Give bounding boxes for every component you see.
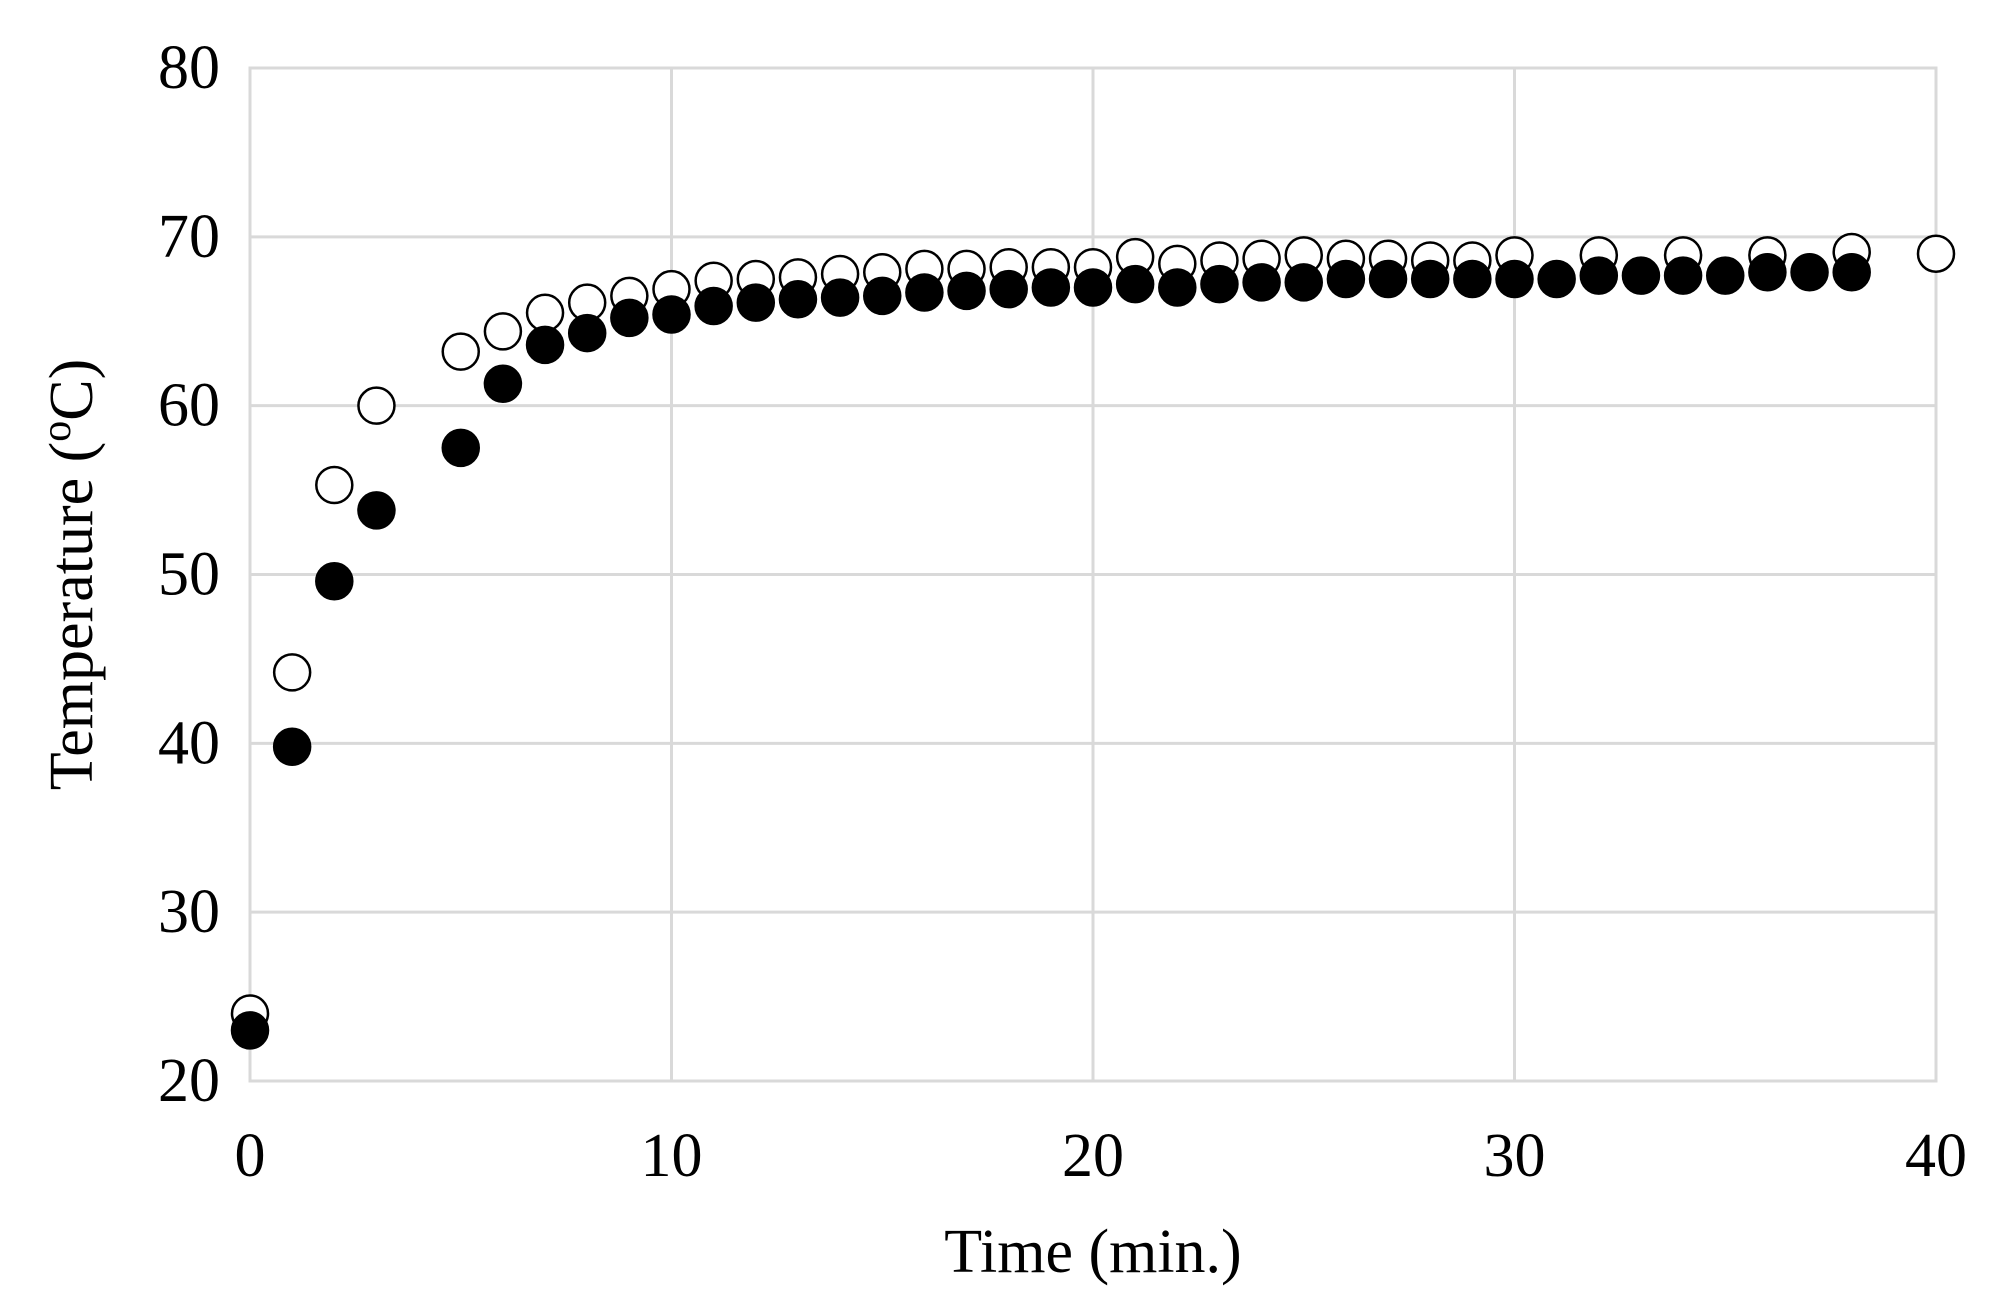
open-circle-point <box>1916 234 1956 273</box>
filled-circle-point <box>947 271 986 311</box>
filled-circle-point <box>567 313 607 353</box>
filled-circle-point <box>1579 256 1619 295</box>
filled-circle-point <box>1284 263 1323 302</box>
filled-circle-point <box>525 325 565 365</box>
filled-circle-point <box>1832 253 1871 292</box>
y-tick-label: 20 <box>158 1047 220 1115</box>
filled-circle-point <box>1073 268 1113 307</box>
filled-circle-point <box>1326 259 1366 299</box>
filled-circle-point <box>1495 259 1534 299</box>
filled-circle-point <box>778 280 818 319</box>
x-tick-label: 10 <box>641 1122 703 1190</box>
filled-circle-point <box>1200 264 1239 304</box>
filled-circle-point <box>1115 264 1155 304</box>
open-circle-point <box>315 465 354 505</box>
y-axis-title-main: Temperature ( <box>38 442 106 791</box>
plot-frame <box>248 66 1938 1083</box>
y-tick-label: 40 <box>158 709 220 777</box>
tick-labels: 20 30 40 50 60 70 80 0 10 20 30 40 <box>158 34 1967 1190</box>
grid <box>248 66 1938 1083</box>
open-circle-point <box>441 332 480 371</box>
filled-circle-point <box>1158 268 1197 307</box>
filled-circle-point <box>230 1011 270 1050</box>
open-circle-point <box>357 386 396 425</box>
filled-circle-point <box>652 295 691 334</box>
filled-circle-point <box>1410 259 1450 299</box>
y-tick-label: 30 <box>158 878 220 946</box>
x-tick-label: 30 <box>1484 1122 1546 1190</box>
filled-circle-point <box>1537 259 1576 299</box>
y-axis-title: Temperature (oC) <box>34 359 106 791</box>
y-tick-label: 70 <box>158 203 220 271</box>
filled-circle-point <box>272 727 312 766</box>
y-axis-title-unit: C) <box>38 359 106 421</box>
x-tick-label: 40 <box>1905 1122 1967 1190</box>
x-tick-label: 0 <box>235 1122 266 1190</box>
filled-circle-point <box>863 276 902 316</box>
filled-circle-point <box>694 286 733 326</box>
x-tick-label: 20 <box>1062 1122 1124 1190</box>
open-circle-point <box>525 293 565 333</box>
filled-circle-point <box>1031 268 1071 307</box>
filled-circle-point <box>1748 253 1787 292</box>
y-tick-label: 60 <box>158 372 220 440</box>
filled-circle-point <box>315 562 354 601</box>
y-axis-title-degree: o <box>34 421 80 442</box>
filled-circle-point <box>1368 259 1408 299</box>
filled-circle-point <box>483 364 523 403</box>
filled-circle-point <box>989 269 1028 309</box>
filled-circle-point <box>736 283 776 322</box>
filled-circle-point <box>1663 256 1703 295</box>
filled-circle-point <box>610 298 649 338</box>
filled-circle-point <box>820 278 860 317</box>
filled-circle-point <box>441 428 480 468</box>
filled-circle-point <box>1621 256 1661 295</box>
x-axis-title: Time (min.) <box>944 1218 1241 1286</box>
open-circle-point <box>483 312 523 351</box>
filled-circle-point <box>357 491 396 530</box>
filled-circle-point <box>1453 259 1492 299</box>
data-points <box>230 232 1956 1050</box>
open-circle-point <box>272 653 312 692</box>
filled-circle-series <box>230 253 1871 1050</box>
y-tick-label: 80 <box>158 34 220 102</box>
filled-circle-point <box>1242 263 1281 302</box>
filled-circle-point <box>905 273 944 312</box>
y-tick-label: 50 <box>158 541 220 609</box>
filled-circle-point <box>1706 256 1745 295</box>
filled-circle-point <box>1790 253 1829 292</box>
